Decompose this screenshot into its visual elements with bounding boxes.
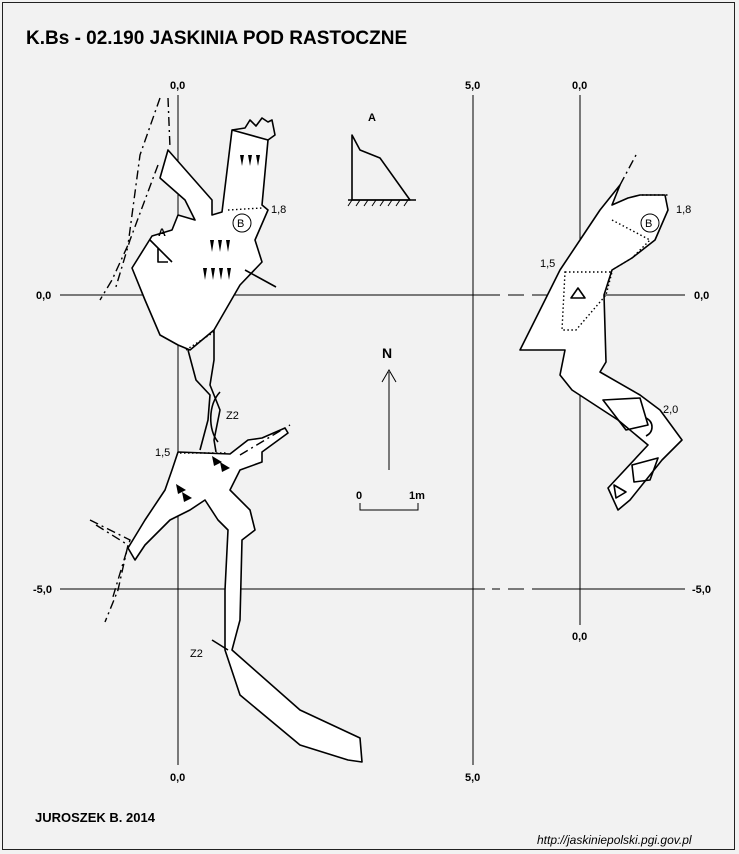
- north-arrow-icon: [381, 369, 397, 470]
- profile-outline: [519, 184, 683, 511]
- grid-label-top-left: 0,0: [170, 80, 185, 92]
- source-url: http://jaskiniepolski.pgi.gov.pl: [537, 833, 692, 847]
- grid-lines: [60, 95, 685, 765]
- profile-depth-label-2: 1,5: [540, 258, 555, 270]
- plan-z2-label-lower: Z2: [190, 648, 203, 660]
- section-a-marker: [149, 239, 173, 263]
- profile-block-3: [613, 484, 627, 499]
- profile-block-2: [631, 457, 659, 483]
- plan-depth-label-1: 1,8: [271, 204, 286, 216]
- grid-label-top-mid: 5,0: [465, 80, 480, 92]
- cave-profile: [519, 154, 683, 511]
- plan-upper-chamber: [131, 129, 269, 351]
- grid-label-bottom-right: 0,0: [572, 631, 587, 643]
- plan-z2-arrow: [209, 391, 221, 443]
- profile-lead-top: [619, 154, 637, 186]
- profile-depth-label-3: 2,0: [663, 404, 678, 416]
- profile-b-marker-circle: [640, 213, 660, 233]
- grid-label-bottom-left: 0,0: [170, 772, 185, 784]
- scale-label-max: 1m: [409, 490, 425, 502]
- plan-upper-tip: [231, 117, 276, 141]
- profile-ledge-2: [611, 219, 652, 271]
- profile-block-1: [602, 397, 649, 431]
- scale-bar: [359, 503, 419, 511]
- plan-lead-left-2: [114, 164, 159, 291]
- plan-z2-lower-arrow: [211, 639, 229, 651]
- north-label: N: [382, 345, 392, 361]
- plan-b-marker: B: [237, 218, 244, 230]
- plan-ledge-1: [227, 207, 263, 211]
- plan-branch-line: [244, 269, 277, 288]
- plan-slope-marks: [176, 155, 260, 502]
- plan-z2-label-upper: Z2: [226, 410, 239, 422]
- scale-label-min: 0: [356, 490, 362, 502]
- plan-lower-chamber: [127, 427, 363, 763]
- plan-lead-top: [167, 97, 171, 149]
- profile-b-marker: B: [645, 218, 652, 230]
- plan-b-marker-circle: [232, 213, 252, 233]
- map-title: K.Bs - 02.190 JASKINIA POD RASTOCZNE: [26, 28, 407, 49]
- cave-plan: [89, 97, 363, 763]
- profile-depth-label-1: 1,8: [676, 204, 691, 216]
- plan-lead-lower-2: [89, 519, 131, 601]
- grid-label-row0-right: 0,0: [694, 290, 709, 302]
- profile-step-mark: [645, 417, 653, 437]
- plan-lead-left: [99, 97, 161, 301]
- author-credit: JUROSZEK B. 2014: [35, 810, 156, 825]
- grid-label-rowm5-right: -5,0: [692, 584, 711, 596]
- grid-label-top-right: 0,0: [572, 80, 587, 92]
- grid-label-bottom-mid: 5,0: [465, 772, 480, 784]
- grid-label-rowm5-left: -5,0: [33, 584, 52, 596]
- profile-ledge-1: [561, 271, 613, 331]
- plan-lead-lower: [95, 524, 129, 623]
- plan-section-a-label: A: [158, 227, 166, 239]
- section-a-title: A: [368, 112, 376, 124]
- plan-depth-label-2: 1,5: [155, 447, 170, 459]
- plan-ledge-2: [185, 331, 215, 351]
- profile-triangle-mark: [570, 287, 586, 299]
- grid-label-row0-left: 0,0: [36, 290, 51, 302]
- section-a-drawing: [347, 134, 416, 207]
